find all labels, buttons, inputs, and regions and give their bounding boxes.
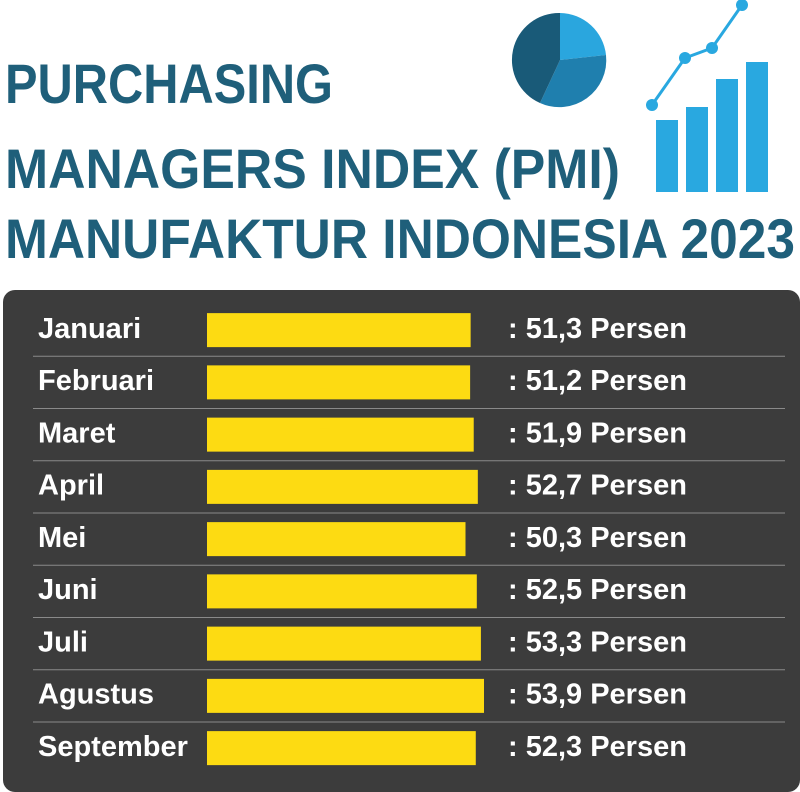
value-label: : 50,3 Persen (508, 522, 687, 554)
bar (207, 313, 471, 348)
bar (207, 731, 476, 766)
category-label: Juli (38, 626, 88, 658)
category-label: Agustus (38, 679, 154, 711)
category-label: Juni (38, 574, 98, 606)
bar (207, 522, 466, 557)
value-label: : 51,2 Persen (508, 365, 687, 397)
category-label: April (38, 470, 104, 502)
bar (207, 365, 471, 400)
pie-icon (511, 12, 607, 108)
title-line: MANAGERS INDEX (PMI) (5, 137, 620, 200)
value-label: : 52,3 Persen (508, 731, 687, 763)
title-line: MANUFAKTUR INDONESIA 2023 (5, 207, 795, 270)
category-label: Januari (38, 313, 141, 345)
bar (207, 574, 477, 609)
category-label: September (38, 731, 188, 763)
value-label: : 51,3 Persen (508, 313, 687, 345)
title-line: PURCHASING (5, 52, 333, 115)
bar (207, 417, 474, 452)
value-label: : 52,7 Persen (508, 470, 687, 502)
category-label: Maret (38, 417, 116, 449)
bar (207, 469, 478, 504)
bar-icon (646, 0, 768, 192)
category-label: Februari (38, 365, 154, 397)
value-label: : 53,3 Persen (508, 626, 687, 658)
value-label: : 53,9 Persen (508, 679, 687, 711)
value-label: : 51,9 Persen (508, 417, 687, 449)
value-label: : 52,5 Persen (508, 574, 687, 606)
bar (207, 626, 481, 661)
category-label: Mei (38, 522, 86, 554)
bar (207, 678, 484, 713)
